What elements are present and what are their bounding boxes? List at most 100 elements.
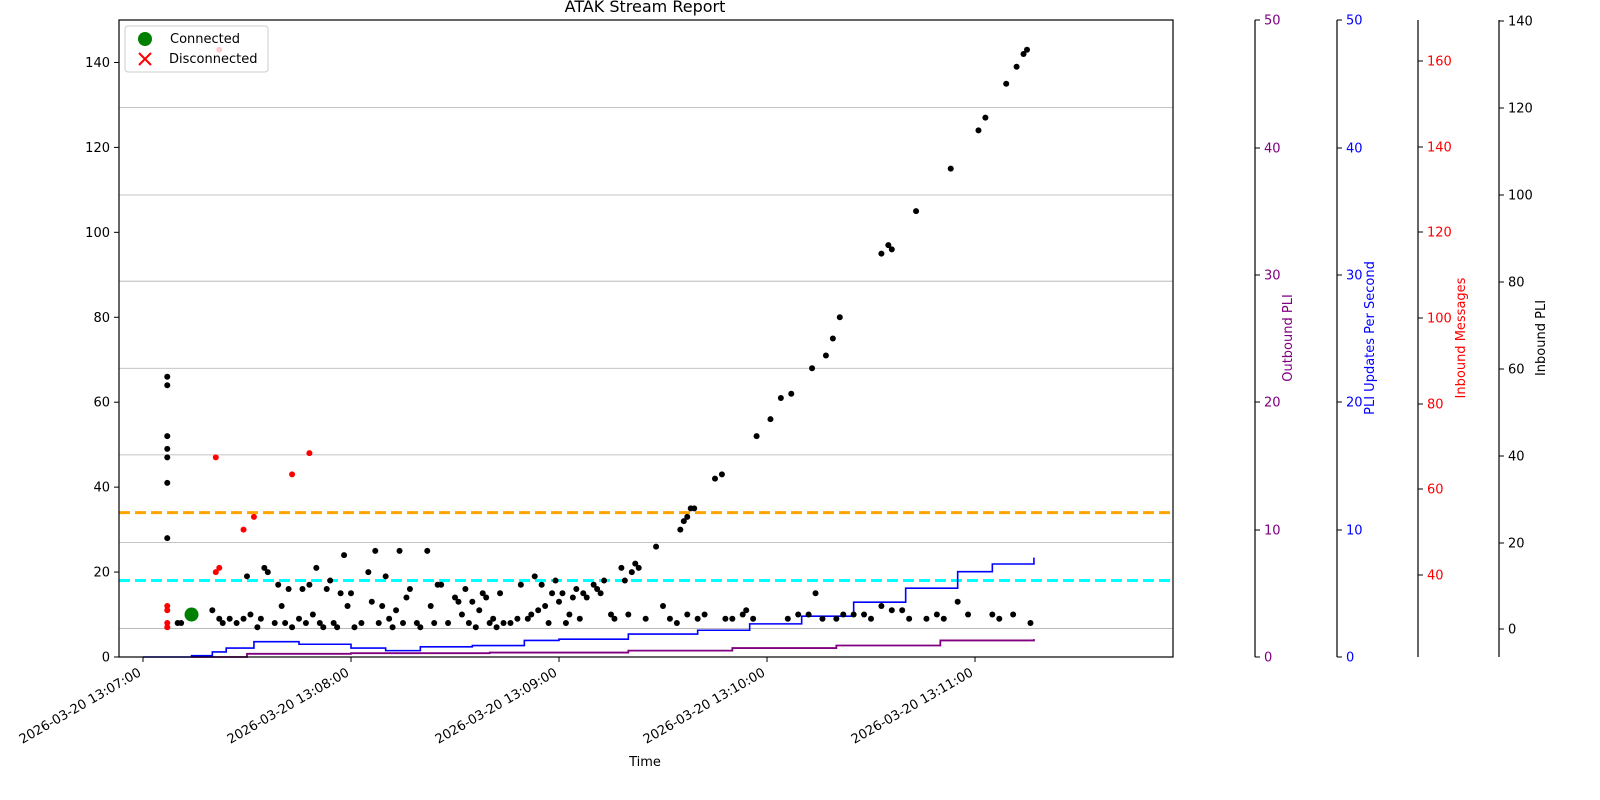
inbound-message-point-2	[164, 620, 171, 627]
inbound-point-156	[888, 607, 895, 614]
inbound-point-62	[431, 620, 438, 627]
inbound-point-35	[323, 586, 330, 593]
inbound-point-171	[1010, 611, 1017, 618]
inbound-point-25	[285, 586, 292, 593]
right-axis-3-tick-label-1: 20	[1508, 537, 1525, 552]
inbound-point-92	[552, 577, 559, 584]
inbound-point-125	[694, 615, 701, 622]
inbound-point-24	[282, 620, 289, 627]
right-axis-label-2: Inbound Messages	[1454, 277, 1469, 398]
inbound-point-56	[403, 594, 410, 601]
inbound-point-136	[777, 394, 784, 401]
right-axis-2-tick-label-2: 80	[1427, 398, 1444, 413]
y-tick-label-100: 100	[85, 226, 110, 241]
inbound-point-68	[458, 611, 465, 618]
inbound-point-6	[164, 535, 171, 542]
inbound-point-1	[164, 382, 171, 389]
inbound-point-4	[164, 454, 171, 461]
scatter-points	[164, 46, 1034, 631]
inbound-point-141	[809, 365, 816, 372]
right-axis-0-tick-label-4: 40	[1264, 142, 1281, 157]
inbound-point-40	[341, 552, 348, 559]
y-tick-label-60: 60	[93, 396, 110, 411]
inbound-point-80	[500, 620, 507, 627]
inbound-point-21	[271, 620, 278, 627]
inbound-point-174	[1024, 46, 1030, 53]
inbound-point-2	[164, 433, 171, 440]
connected-marker-0	[184, 607, 199, 622]
right-axis-3-tick-label-6: 120	[1508, 102, 1533, 117]
inbound-message-point-8	[240, 526, 247, 533]
inbound-point-109	[621, 577, 628, 584]
inbound-point-5	[164, 479, 171, 486]
inbound-point-19	[261, 564, 268, 571]
right-axis-1-tick-label-0: 0	[1346, 651, 1354, 666]
y-tick-label-120: 120	[85, 141, 110, 156]
legend[interactable]: Connected Disconnected	[124, 25, 269, 73]
right-axis-1-tick-label-2: 20	[1346, 396, 1363, 411]
y-tick-label-20: 20	[93, 566, 110, 581]
inbound-point-173	[1020, 50, 1027, 57]
inbound-point-22	[275, 581, 282, 588]
inbound-point-90	[545, 620, 552, 627]
x-axis: 2026-03-20 13:07:00 2026-03-20 13:08:00 20…	[17, 657, 976, 748]
inbound-point-150	[861, 611, 868, 618]
y-axis: 0 20 40 60 80 100 120 140	[85, 56, 119, 666]
series-lines	[143, 557, 1035, 658]
inbound-point-54	[396, 547, 403, 554]
inbound-point-76	[486, 620, 493, 627]
inbound-point-114	[642, 615, 649, 622]
inbound-point-66	[452, 594, 458, 601]
inbound-point-17	[254, 624, 261, 631]
inbound-point-83	[517, 581, 524, 588]
inbound-point-41	[344, 603, 351, 610]
inbound-point-71	[469, 598, 476, 605]
inbound-point-169	[996, 615, 1003, 622]
inbound-point-126	[701, 611, 708, 618]
right-axis-3-tick-label-0: 0	[1508, 623, 1516, 638]
inbound-point-85	[528, 611, 535, 618]
right-axis-0-tick-label-5: 50	[1264, 14, 1281, 29]
inbound-point-13	[233, 620, 240, 627]
inbound-point-39	[337, 590, 344, 597]
inbound-point-48	[375, 620, 382, 627]
inbound-point-152	[878, 603, 885, 610]
inbound-point-133	[750, 615, 757, 622]
inbound-point-55	[400, 620, 406, 627]
right-axis-1-tick-label-5: 50	[1346, 14, 1363, 29]
inbound-point-49	[379, 603, 386, 610]
inbound-point-26	[289, 624, 296, 631]
inbound-point-46	[368, 598, 375, 605]
right-axis-3-tick-label-7: 140	[1508, 15, 1533, 30]
inbound-point-78	[493, 624, 500, 631]
right-axis-label-3: Inbound PLI	[1534, 300, 1549, 376]
inbound-point-161	[933, 611, 940, 618]
inbound-point-111	[628, 569, 635, 576]
right-axis-2-tick-label-3: 100	[1427, 312, 1452, 327]
inbound-point-75	[483, 594, 490, 601]
inbound-point-127	[712, 475, 718, 482]
inbound-point-52	[389, 624, 396, 631]
y-tick-label-0: 0	[102, 651, 110, 666]
right-axis-0-tick-label-3: 30	[1264, 269, 1281, 284]
inbound-point-89	[542, 603, 549, 610]
chart-title: ATAK Stream Report	[565, 0, 726, 16]
inbound-point-166	[975, 127, 982, 134]
right-axis-1-tick-label-4: 40	[1346, 142, 1363, 157]
right-axis-2-tick-label-4: 120	[1427, 226, 1452, 241]
right-axis-3-tick-label-2: 40	[1508, 450, 1525, 465]
inbound-point-42	[348, 590, 354, 597]
inbound-point-117	[666, 615, 673, 622]
inbound-point-43	[351, 624, 358, 631]
inbound-point-147	[836, 314, 843, 321]
plot-area	[119, 20, 1173, 657]
inbound-point-139	[795, 611, 802, 618]
right-axis-1-tick-label-3: 30	[1346, 269, 1363, 284]
inbound-point-157	[899, 607, 906, 614]
inbound-point-88	[538, 581, 545, 588]
inbound-point-36	[327, 577, 334, 584]
right-axis-2-tick-label-5: 140	[1427, 141, 1452, 156]
inbound-point-86	[531, 573, 538, 580]
inbound-point-97	[569, 594, 576, 601]
inbound-message-point-1	[164, 607, 171, 614]
